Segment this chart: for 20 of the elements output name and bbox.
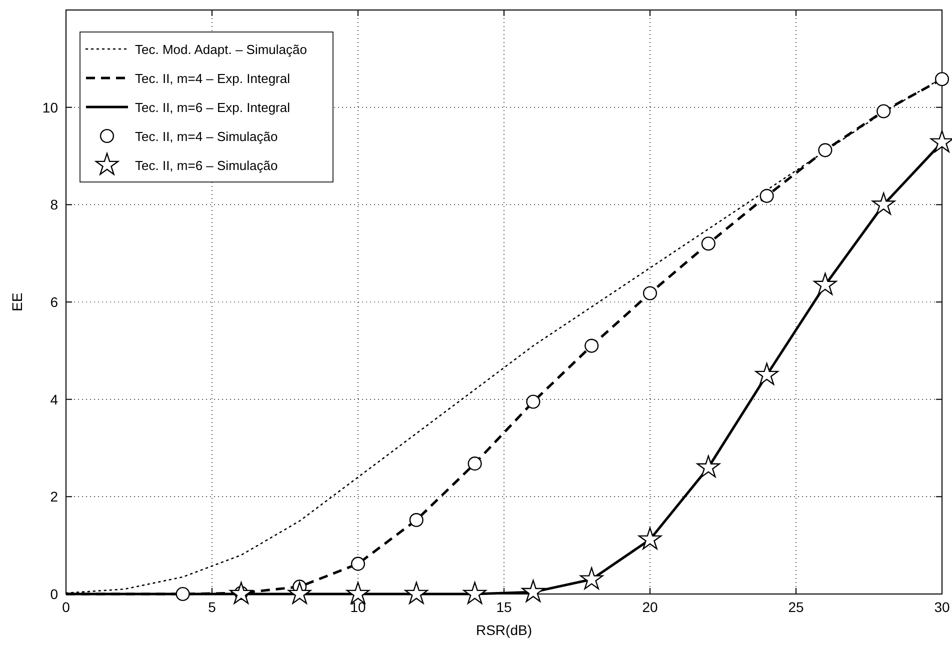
x-tick-label: 30 <box>934 599 950 615</box>
x-tick-label: 5 <box>208 599 216 615</box>
y-tick-label: 8 <box>50 196 58 213</box>
legend-label: Tec. II, m=6 – Simulação <box>135 158 278 173</box>
y-tick-label: 0 <box>50 586 58 602</box>
y-tick-label: 4 <box>50 391 58 408</box>
x-tick-label: 25 <box>788 599 804 615</box>
y-axis-title: EE <box>9 292 25 312</box>
x-axis-title: RSR(dB) <box>476 622 532 638</box>
y-tick-label: 10 <box>42 99 58 116</box>
x-tick-label: 10 <box>350 599 366 615</box>
x-tick-label: 20 <box>642 599 658 615</box>
legend-label: Tec. Mod. Adapt. – Simulação <box>135 42 307 57</box>
y-tick-label: 2 <box>50 488 58 505</box>
legend-label: Tec. II, m=4 – Simulação <box>135 129 278 144</box>
y-tick-label: 6 <box>50 294 58 310</box>
x-tick-label: 0 <box>62 599 70 615</box>
legend-label: Tec. II, m=6 – Exp. Integral <box>135 100 290 115</box>
legend-label: Tec. II, m=4 – Exp. Integral <box>135 71 290 86</box>
x-tick-label: 15 <box>496 599 512 615</box>
